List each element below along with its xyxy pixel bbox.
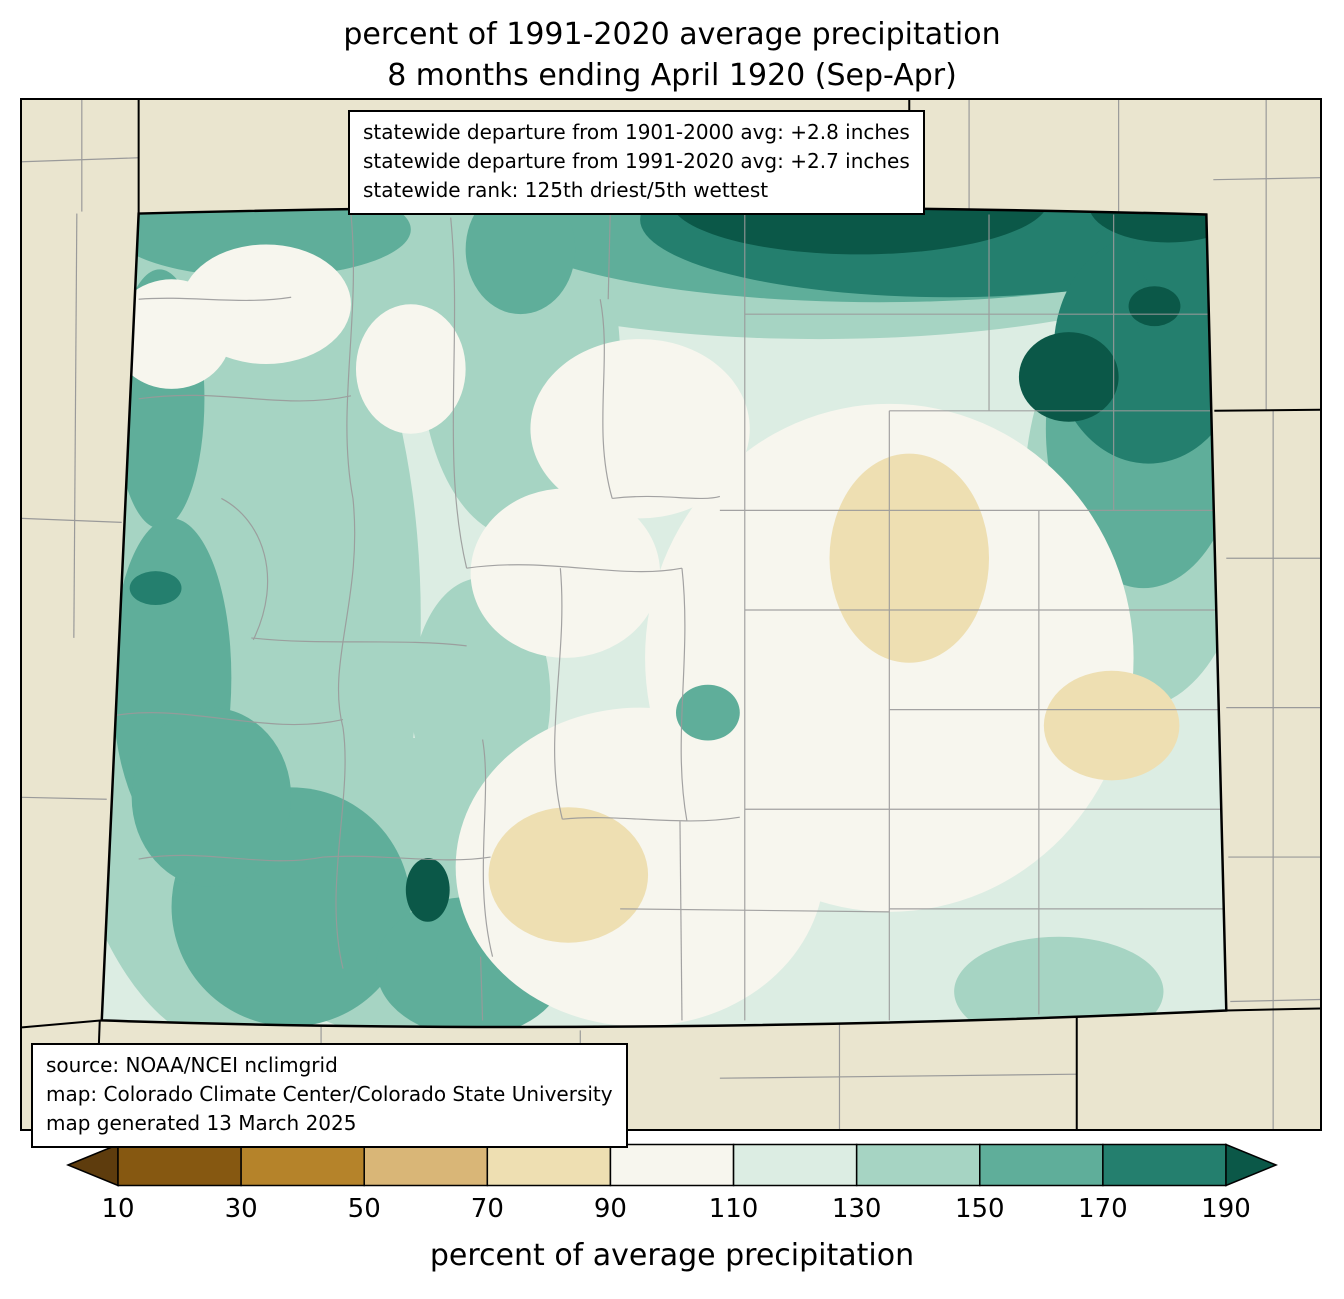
contour-150-170-shape (131, 707, 292, 887)
neighbor-state-lines-shape (1226, 1007, 1320, 1012)
contour-over-190-shape (670, 206, 1049, 255)
figure-title: percent of 1991-2020 average precipitati… (0, 14, 1344, 97)
county-boundaries-shape (679, 821, 683, 1021)
county-boundaries-shape (607, 214, 611, 300)
title-line-1: percent of 1991-2020 average precipitati… (343, 17, 1001, 52)
title-line-2: 8 months ending April 1920 (Sep-Apr) (387, 58, 957, 94)
contour-accent-pockets-shape (675, 684, 740, 741)
neighbor-county-lines-shape (719, 1073, 1077, 1079)
county-boundaries-shape (450, 217, 468, 569)
colorbar-segment (486, 1143, 612, 1187)
colorbar-canvas (66, 1143, 1278, 1187)
stats-line-rank: statewide rank: 125th driest/5th wettest (363, 178, 769, 202)
colorbar-tick-row: 10 30 50 70 90 110 130 150 170 190 (66, 1194, 1278, 1228)
contour-90-110-shape (355, 304, 466, 434)
contour-90-110-shape (470, 488, 661, 658)
contour-accent-pockets-shape (129, 571, 182, 606)
county-boundaries-shape (251, 637, 467, 647)
stats-line-departure-1991: statewide departure from 1991-2020 avg: … (363, 149, 910, 173)
contour-90-110-shape (111, 279, 232, 389)
contour-70-90-shape (488, 807, 649, 943)
county-boundaries-shape (554, 568, 563, 820)
contour-accent-pockets-shape (405, 858, 450, 922)
colorbar-segment (1102, 1143, 1227, 1187)
contour-150-170-shape (465, 206, 576, 315)
county-boundaries-shape (599, 299, 613, 499)
county-boundaries-shape (680, 568, 688, 822)
colorbar-tick-label: 70 (470, 1194, 504, 1224)
colorbar-segment (979, 1143, 1104, 1187)
colorbar-segment (117, 1143, 242, 1187)
county-boundaries-shape (562, 816, 740, 822)
county-boundaries-shape (221, 497, 269, 641)
map-canvas (22, 100, 1320, 1129)
colorbar-over-arrow (1225, 1143, 1278, 1187)
colorbar-segment (240, 1143, 365, 1187)
contour-90-110-shape (530, 339, 750, 519)
county-boundaries-shape (138, 394, 352, 402)
county-boundaries-shape (612, 495, 721, 500)
county-boundaries-shape (466, 564, 683, 573)
neighbor-county-lines-shape (1213, 177, 1320, 181)
colorbar-tick-label: 130 (831, 1194, 882, 1224)
colorbar-tick-label: 50 (347, 1194, 381, 1224)
map-credit-line: map: Colorado Climate Center/Colorado St… (46, 1082, 613, 1106)
colorbar-axis-label: percent of average precipitation (429, 1238, 915, 1273)
colorbar-tick-label: 150 (954, 1194, 1005, 1224)
contour-accent-pockets (129, 571, 740, 922)
contour-over-190-shape (1128, 286, 1181, 327)
county-boundaries-shape (337, 214, 356, 728)
colorbar-segment (732, 1143, 858, 1187)
neighbor-county-lines-shape (22, 517, 122, 523)
colorbar (66, 1143, 1278, 1187)
map-axes (20, 98, 1322, 1131)
contour-70-90-shape (829, 453, 990, 663)
colorbar-tick-label: 170 (1078, 1194, 1128, 1224)
county-boundaries-shape (103, 712, 344, 726)
colorbar-tick-label: 10 (101, 1194, 135, 1224)
county-boundaries-shape (138, 854, 324, 862)
county-boundaries (103, 214, 1224, 1021)
colorbar-under-arrow (66, 1143, 119, 1187)
colorbar-tick-label: 90 (593, 1194, 627, 1224)
county-boundaries-shape (481, 739, 494, 957)
colorbar-tick-label: 190 (1201, 1194, 1251, 1224)
colorbar-segment (363, 1143, 489, 1187)
colorbar-tick-label: 110 (708, 1194, 759, 1224)
neighbor-state-lines-shape (22, 1019, 102, 1029)
county-boundaries-shape (479, 956, 484, 1021)
statewide-stats-box: statewide departure from 1901-2000 avg: … (348, 110, 925, 215)
colorbar-segment (609, 1143, 735, 1187)
neighbor-county-lines-shape (22, 157, 139, 163)
colorbar-tick-label: 30 (224, 1194, 258, 1224)
neighbor-state-lines-shape (1214, 408, 1320, 412)
county-boundaries-shape (323, 855, 491, 861)
contour-170-190-shape (1133, 206, 1227, 310)
stats-line-departure-1901: statewide departure from 1901-2000 avg: … (363, 120, 910, 144)
source-attribution-box: source: NOAA/NCEI nclimgrid map: Colorad… (31, 1043, 628, 1148)
county-boundaries-shape (335, 727, 346, 969)
neighbor-county-lines-shape (1230, 998, 1320, 1003)
state-fill-layers (101, 206, 1227, 1027)
county-boundaries-shape (620, 908, 890, 913)
generated-date-line: map generated 13 March 2025 (46, 1111, 357, 1135)
source-line: source: NOAA/NCEI nclimgrid (46, 1053, 338, 1077)
colorbar-segment (855, 1143, 981, 1187)
contour-150-170-shape (111, 206, 411, 278)
contour-70-90-shape (1043, 670, 1180, 781)
contour-over-190-shape (1018, 332, 1119, 422)
neighbor-county-lines-shape (73, 213, 78, 638)
neighbor-county-lines-shape (22, 796, 107, 800)
county-boundaries-shape (138, 296, 292, 302)
